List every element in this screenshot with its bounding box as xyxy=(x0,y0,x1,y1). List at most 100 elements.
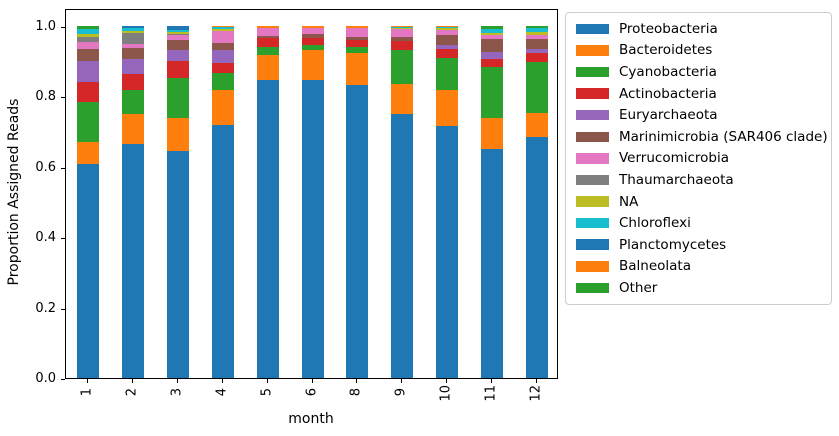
bar-segment-proteobacteria-month-8 xyxy=(346,85,369,378)
bar-segment-proteobacteria-month-3 xyxy=(167,150,190,378)
bar-segment-chloroflexi-month-12 xyxy=(525,28,548,32)
y-tick-mark xyxy=(61,26,65,28)
legend-label: Euryarchaeota xyxy=(619,107,718,124)
bar-segment-euryarchaeota-month-2 xyxy=(122,58,145,74)
legend-item-chloroflexi: Chloroflexi xyxy=(576,212,821,234)
bar-segment-cyanobacteria-month-8 xyxy=(346,47,369,54)
bar-segment-chloroflexi-month-4 xyxy=(211,27,234,29)
legend: Proteobacteria Bacteroidetes Cyanobacteria… xyxy=(565,12,832,305)
bar-segment-marinimicrobia-sar406-clade-month-11 xyxy=(480,39,503,52)
bar-segment-proteobacteria-month-5 xyxy=(256,80,279,378)
bar-segment-verrucomicrobia-month-5 xyxy=(256,27,279,36)
bar-segment-proteobacteria-month-9 xyxy=(391,113,414,378)
x-tick-mark xyxy=(535,379,537,383)
legend-swatch xyxy=(576,109,609,121)
legend-swatch xyxy=(576,239,609,250)
bar-segment-na-month-12 xyxy=(525,31,548,35)
legend-label: NA xyxy=(619,193,639,210)
bar-segment-marinimicrobia-sar406-clade-month-9 xyxy=(391,36,414,42)
bar-segment-na-month-10 xyxy=(435,28,458,30)
y-tick-label-0.4: 0.4 xyxy=(35,230,56,246)
legend-label: Planctomycetes xyxy=(619,236,727,253)
legend-swatch xyxy=(576,131,609,143)
legend-label: Actinobacteria xyxy=(619,85,717,102)
y-tick-label-1.0: 1.0 xyxy=(35,18,56,34)
x-tick-label-text: 3 xyxy=(169,387,185,396)
bar-segment-bacteroidetes-month-6 xyxy=(301,50,324,81)
bar-segment-other-month-11 xyxy=(480,25,503,30)
y-tick-label-0.6: 0.6 xyxy=(35,159,56,175)
bar-segment-chloroflexi-month-10 xyxy=(435,27,458,29)
x-tick-label-text: 10 xyxy=(438,385,454,402)
bar-segment-chloroflexi-month-9 xyxy=(391,27,414,29)
y-axis-label-text: Proportion Assigned Reads xyxy=(6,98,22,286)
legend-item-balneolata: Balneolata xyxy=(576,256,821,278)
bar-segment-actinobacteria-month-2 xyxy=(122,73,145,91)
y-axis-label: Proportion Assigned Reads xyxy=(6,99,22,290)
bar-segment-actinobacteria-month-11 xyxy=(480,58,503,68)
x-tick-label-8: 8 xyxy=(349,385,364,400)
bar-segment-bacteroidetes-month-12 xyxy=(525,112,548,137)
bar-segment-chloroflexi-month-3 xyxy=(167,29,190,32)
legend-label: Balneolata xyxy=(619,258,691,275)
bar-segment-actinobacteria-month-3 xyxy=(167,60,190,78)
legend-label: Marinimicrobia (SAR406 clade) xyxy=(619,128,828,145)
bar-segment-proteobacteria-month-4 xyxy=(211,125,234,378)
x-tick-label-9: 9 xyxy=(394,385,409,400)
bar-segment-euryarchaeota-month-12 xyxy=(525,49,548,54)
bar-segment-actinobacteria-month-9 xyxy=(391,41,414,50)
bar-segment-verrucomicrobia-month-8 xyxy=(346,28,369,37)
legend-item-thaumarchaeota: Thaumarchaeota xyxy=(576,169,821,191)
bar-segment-planctomycetes-month-2 xyxy=(122,25,145,29)
legend-item-planctomycetes: Planctomycetes xyxy=(576,234,821,256)
bar-segment-verrucomicrobia-month-6 xyxy=(301,27,324,34)
legend-label: Thaumarchaeota xyxy=(619,171,734,188)
bar-segment-actinobacteria-month-1 xyxy=(77,82,100,103)
bar-segment-balneolata-month-5 xyxy=(256,25,279,28)
legend-swatch xyxy=(576,45,609,56)
bar-segment-verrucomicrobia-month-4 xyxy=(211,30,234,43)
y-tick-mark xyxy=(61,379,65,380)
legend-swatch xyxy=(576,23,609,35)
bar-segment-thaumarchaeota-month-1 xyxy=(77,36,100,43)
y-tick-label-0.8: 0.8 xyxy=(35,89,56,105)
bar-segment-thaumarchaeota-month-2 xyxy=(122,33,145,44)
bar-segment-bacteroidetes-month-3 xyxy=(167,117,190,151)
bar-segment-verrucomicrobia-month-3 xyxy=(167,35,190,41)
x-tick-label-6: 6 xyxy=(304,385,319,400)
legend-item-proteobacteria: Proteobacteria xyxy=(576,18,821,40)
bar-segment-na-month-4 xyxy=(211,28,234,31)
bar-segment-cyanobacteria-month-3 xyxy=(167,77,190,118)
bar-segment-cyanobacteria-month-4 xyxy=(211,72,234,91)
x-tick-mark xyxy=(445,379,447,383)
legend-label: Bacteroidetes xyxy=(619,42,713,59)
x-tick-label-text: 5 xyxy=(259,387,275,396)
bar-segment-marinimicrobia-sar406-clade-month-10 xyxy=(435,34,458,46)
bar-segment-planctomycetes-month-3 xyxy=(167,25,190,30)
x-tick-label-text: 6 xyxy=(304,387,319,396)
x-tick-mark xyxy=(221,379,223,383)
bar-segment-actinobacteria-month-6 xyxy=(301,37,324,45)
bar-segment-verrucomicrobia-month-11 xyxy=(480,35,503,40)
bar-segment-verrucomicrobia-month-10 xyxy=(435,29,458,35)
legend-item-verrucomicrobia: Verrucomicrobia xyxy=(576,148,821,170)
x-axis-label: month xyxy=(288,411,334,427)
legend-label: Cyanobacteria xyxy=(619,63,717,80)
bar-segment-bacteroidetes-month-1 xyxy=(77,142,100,165)
bar-segment-bacteroidetes-month-9 xyxy=(391,84,414,114)
y-tick-mark xyxy=(61,97,65,99)
legend-label: Other xyxy=(619,279,658,296)
x-tick-label-1: 1 xyxy=(80,385,95,400)
x-tick-mark xyxy=(490,379,492,383)
bar-segment-verrucomicrobia-month-12 xyxy=(525,34,548,39)
x-tick-mark xyxy=(132,379,134,383)
x-tick-label-text: 4 xyxy=(214,387,230,396)
bar-segment-bacteroidetes-month-11 xyxy=(480,118,503,149)
legend-item-na: NA xyxy=(576,191,821,213)
x-tick-label-text: 9 xyxy=(393,387,409,396)
legend-swatch xyxy=(576,88,609,99)
bar-segment-proteobacteria-month-2 xyxy=(122,143,145,378)
legend-swatch xyxy=(576,282,609,294)
x-tick-label-text: 12 xyxy=(528,385,544,402)
